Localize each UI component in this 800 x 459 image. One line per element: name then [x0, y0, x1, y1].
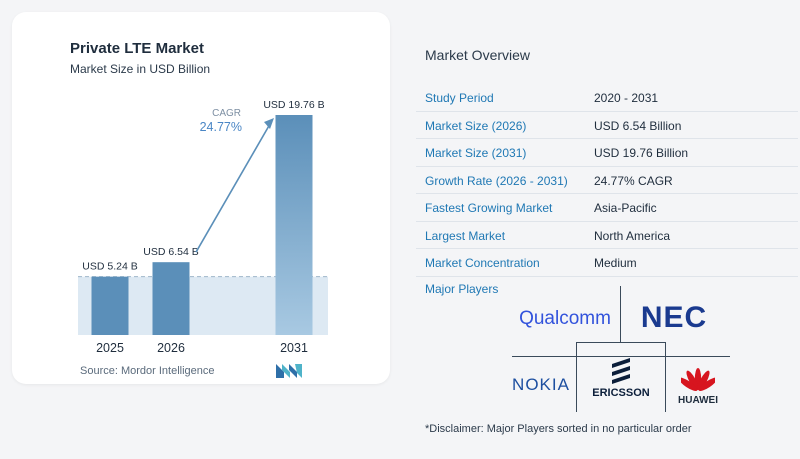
data-label: USD 5.24 B — [82, 261, 137, 273]
player-name: ERICSSON — [592, 386, 650, 399]
table-row: Growth Rate (2026 - 2031) 24.77% CAGR — [416, 167, 798, 194]
cagr-arrow — [195, 123, 271, 253]
row-value: USD 6.54 Billion — [594, 118, 682, 133]
table-row: Market Concentration Medium — [416, 249, 798, 277]
player-name: HUAWEI — [678, 394, 718, 406]
table-row: Market Size (2031) USD 19.76 Billion — [416, 139, 798, 167]
cagr-value: 24.77% — [200, 120, 242, 134]
players-divider — [512, 356, 730, 357]
players-divider — [620, 286, 621, 342]
bar-2025 — [91, 276, 129, 335]
row-key: Market Concentration — [425, 256, 540, 270]
qualcomm-logo: Qualcomm — [512, 304, 618, 334]
data-label: USD 6.54 B — [143, 246, 198, 258]
x-tick-label: 2026 — [157, 341, 185, 355]
table-row: Market Size (2026) USD 6.54 Billion — [416, 112, 798, 139]
row-value: 24.77% CAGR — [594, 173, 673, 188]
players-divider — [576, 342, 577, 412]
row-value: Asia-Pacific — [594, 201, 657, 215]
cagr-arrow-head — [264, 118, 274, 129]
row-key: Market Size (2026) — [425, 118, 527, 133]
players-divider — [576, 342, 666, 343]
row-value: USD 19.76 Billion — [594, 146, 689, 160]
cagr-label: CAGR — [212, 108, 241, 119]
bar-2031 — [275, 115, 313, 335]
x-tick-label: 2025 — [96, 341, 124, 355]
row-key: Study Period — [425, 91, 494, 105]
major-players-title: Major Players — [425, 282, 499, 296]
player-name: NOKIA — [512, 375, 570, 394]
disclaimer-text: *Disclaimer: Major Players sorted in no … — [425, 423, 692, 435]
nec-logo: NEC — [624, 300, 724, 336]
chart-subtitle: Market Size in USD Billion — [70, 62, 211, 76]
nokia-logo: NOKIA — [508, 372, 574, 398]
table-row: Study Period 2020 - 2031 — [416, 84, 798, 112]
overview-title: Market Overview — [425, 47, 531, 63]
overview-table: Study Period 2020 - 2031 Market Size (202… — [416, 84, 798, 277]
source-text: Source: Mordor Intelligence — [80, 365, 215, 377]
ericsson-logo: ERICSSON — [580, 350, 662, 406]
table-row: Fastest Growing Market Asia-Pacific — [416, 194, 798, 222]
bar-2026 — [152, 262, 190, 335]
row-value: North America — [594, 228, 671, 243]
players-divider — [665, 342, 666, 412]
row-key: Largest Market — [425, 228, 506, 243]
row-value: Medium — [594, 256, 637, 270]
data-label: USD 19.76 B — [263, 99, 324, 111]
row-key: Fastest Growing Market — [425, 201, 553, 215]
row-key: Market Size (2031) — [425, 146, 527, 160]
ericsson-mark-icon — [612, 357, 630, 384]
bar-chart: USD 5.24 B 2025 USD 6.54 B 2026 USD 19.76 B 2… — [78, 99, 328, 355]
chart-title: Private LTE Market — [70, 40, 204, 57]
player-name: Qualcomm — [519, 308, 611, 329]
player-name: NEC — [640, 301, 708, 334]
huawei-flower-icon — [681, 367, 715, 391]
row-value: 2020 - 2031 — [594, 91, 659, 105]
mordor-logo-icon — [276, 364, 302, 378]
row-key: Growth Rate (2026 - 2031) — [425, 173, 568, 188]
table-row: Largest Market North America — [416, 222, 798, 249]
huawei-logo: HUAWEI — [668, 358, 728, 412]
x-tick-label: 2031 — [280, 341, 308, 355]
